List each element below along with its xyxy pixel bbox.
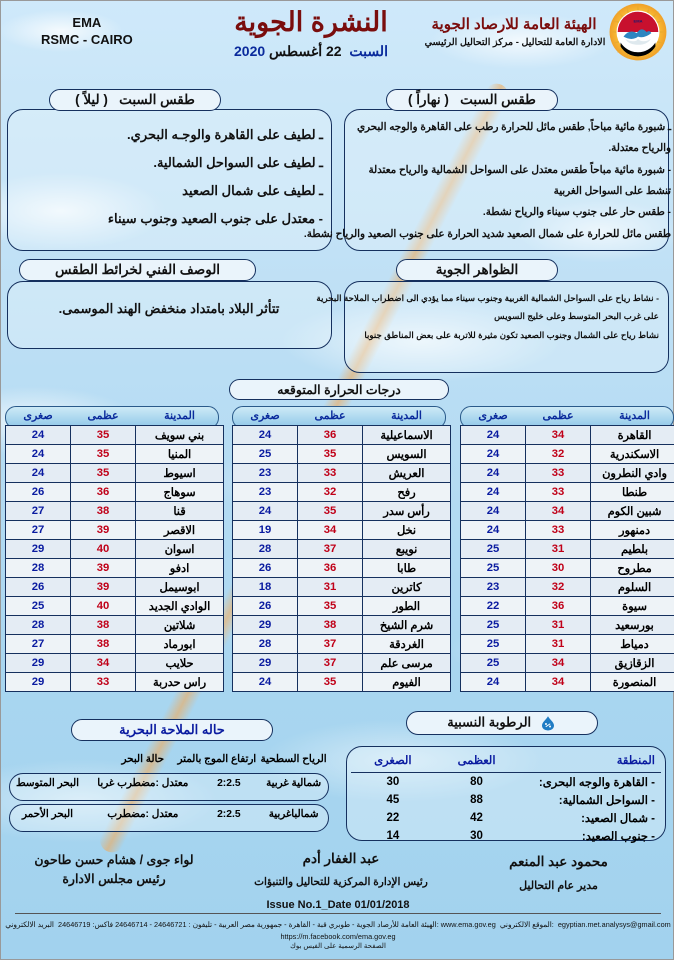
svg-text:EMA: EMA xyxy=(634,19,643,24)
